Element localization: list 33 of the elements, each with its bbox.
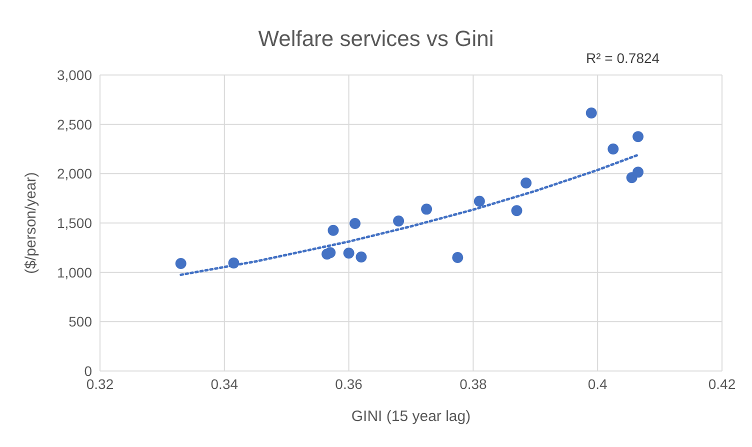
chart-title: Welfare services vs Gini [258,26,494,51]
x-tick-label: 0.4 [588,376,608,392]
text: R² = 0.7824 [586,50,660,66]
y-tick-label: 1,500 [56,214,92,231]
point [350,218,361,229]
point [324,247,336,258]
point [328,224,339,236]
point [511,205,522,216]
point [356,252,367,263]
point [452,252,464,264]
x-tick-label: 0.36 [335,376,363,392]
point [228,257,240,268]
point [343,248,354,259]
y-tick-label: 3,000 [56,66,92,83]
y-tick-label: 500 [68,314,92,330]
point [474,196,485,207]
x-axis-title: GINI (15 year lag) [351,408,471,425]
point [421,204,432,215]
point [608,144,619,154]
x-tick-label: 0.34 [210,376,238,392]
point [632,166,644,178]
x-tick-label: 0.38 [460,376,488,392]
y-axis-title: ($/person/year) [22,172,40,274]
point [175,258,186,269]
point [393,216,404,227]
x-tick-label: 0.42 [708,376,736,392]
point [632,131,644,142]
point [586,107,597,118]
y-tick-label: 1,000 [56,264,92,280]
line-series [180,154,640,276]
y-tick-label: 2,000 [56,166,92,182]
point [520,178,532,189]
y-tick-label: 2,500 [56,116,92,132]
